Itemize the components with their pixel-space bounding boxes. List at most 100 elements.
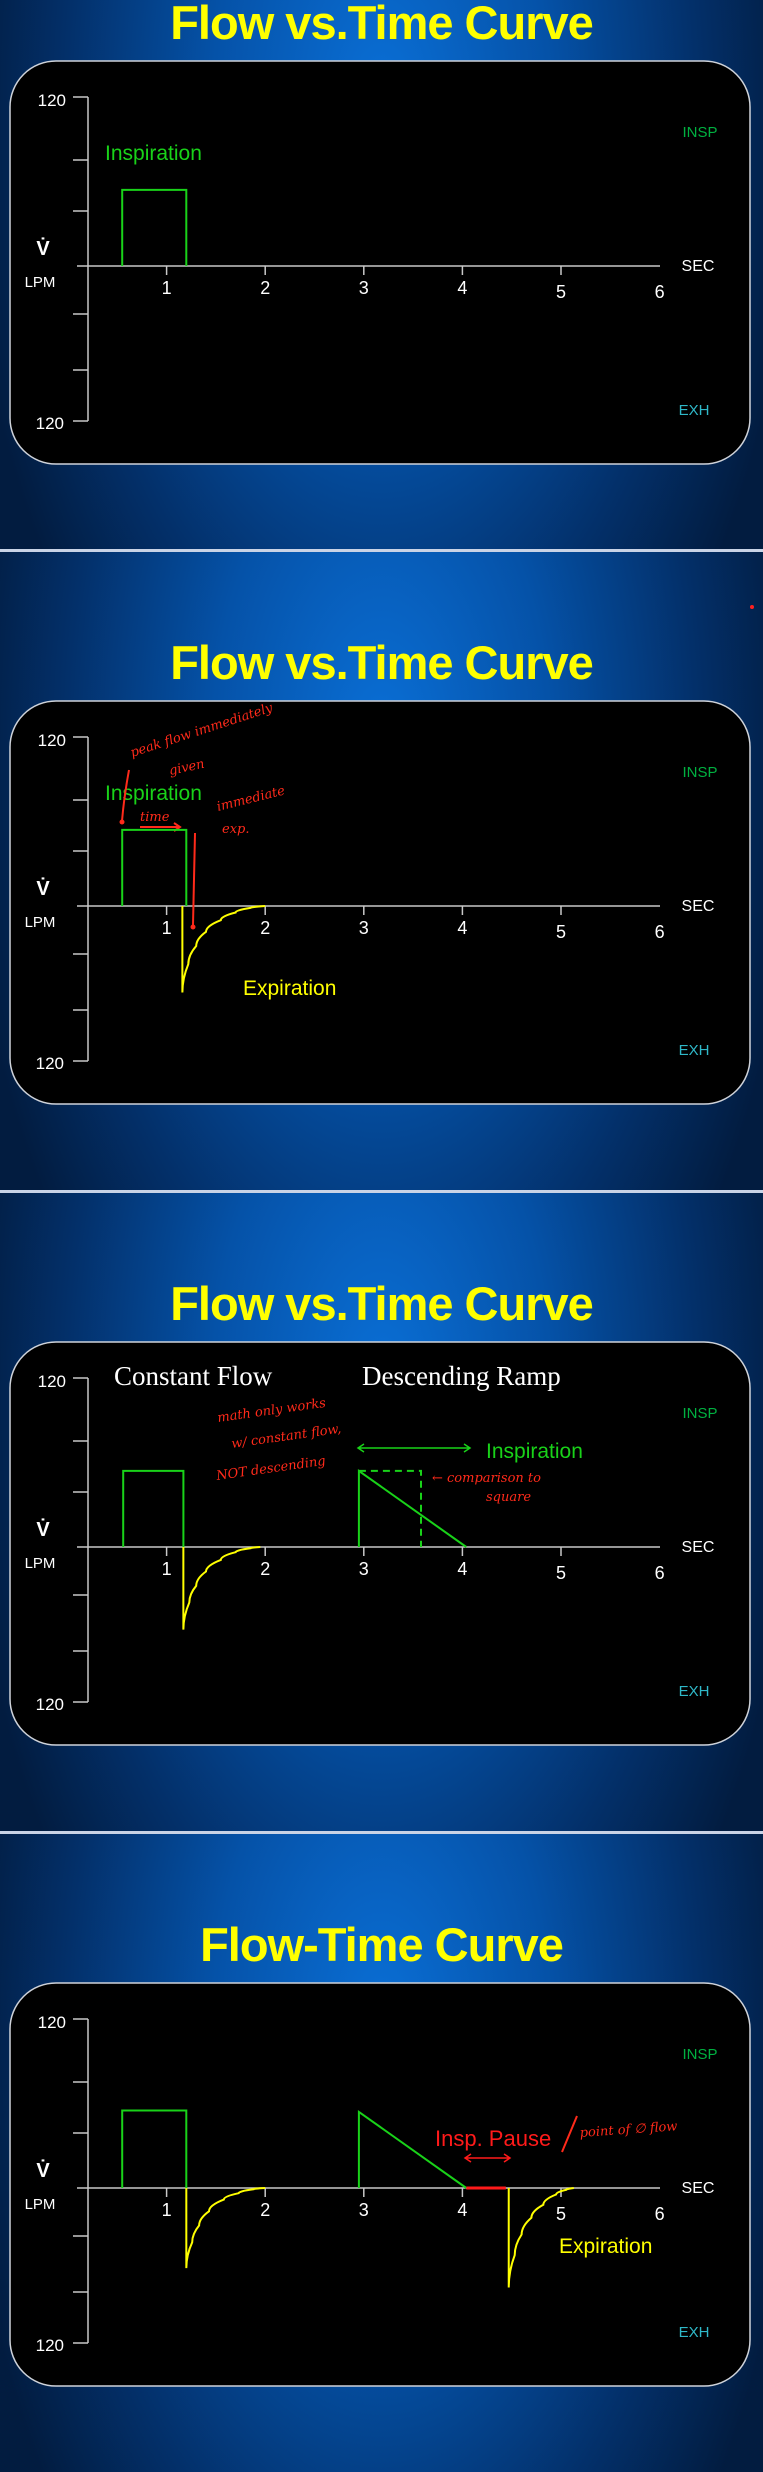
insp-indicator: INSP bbox=[682, 124, 717, 141]
chart-panel bbox=[9, 700, 751, 1105]
y-top-label: 120 bbox=[38, 91, 66, 110]
y-unit-label: LPM bbox=[25, 2196, 56, 2213]
inspiration-label: Inspiration bbox=[105, 782, 202, 805]
slide-title: Flow vs.Time Curve bbox=[170, 1277, 594, 1330]
series-group bbox=[121, 828, 266, 993]
y-axis-symbol: V̇ bbox=[36, 236, 50, 260]
expiration-series-line bbox=[181, 905, 266, 993]
exh-indicator: EXH bbox=[679, 2324, 710, 2341]
inspiration-series-line bbox=[121, 828, 188, 906]
handwritten-note: ← comparison to bbox=[432, 1471, 541, 1486]
x-tick-label: 2 bbox=[260, 2200, 270, 2220]
y-axis-symbol: V̇ bbox=[36, 876, 50, 900]
chart-base: 1 2 3 4 5 6 120 120 V̇ LPM SEC INSP EXH bbox=[9, 60, 751, 465]
y-bottom-label: 120 bbox=[36, 2336, 64, 2355]
chart-base: 1 2 3 4 5 6 120 120 V̇ LPM SEC INSP EXH bbox=[9, 700, 751, 1105]
y-axis-symbol: V̇ bbox=[36, 2158, 50, 2182]
chart-panel bbox=[9, 1982, 751, 2387]
inspiration-dashed-series-line bbox=[358, 1469, 422, 1547]
x-tick-label: 3 bbox=[359, 278, 369, 298]
handwritten-note: time bbox=[140, 810, 170, 825]
y-top-label: 120 bbox=[38, 2013, 66, 2032]
x-tick-label: 4 bbox=[457, 2200, 467, 2220]
x-tick-label: 2 bbox=[260, 1559, 270, 1579]
x-tick-label: 3 bbox=[359, 1559, 369, 1579]
chart-base: 1 2 3 4 5 6 120 120 V̇ LPM SEC INSP EXH bbox=[9, 1982, 751, 2387]
x-tick-label: 4 bbox=[457, 1559, 467, 1579]
series-group bbox=[121, 2109, 574, 2288]
x-tick-label: 3 bbox=[359, 2200, 369, 2220]
expiration-label: Expiration bbox=[559, 2235, 652, 2258]
x-tick-label: 3 bbox=[359, 918, 369, 938]
x-tick-label: 1 bbox=[162, 1559, 172, 1579]
flow-time-chart: 1 2 3 4 5 6 120 120 V̇ LPM SEC INSP EXH Inspiration bbox=[9, 60, 751, 465]
slide-title: Flow vs.Time Curve bbox=[170, 636, 594, 689]
x-tick-label: 6 bbox=[655, 1563, 665, 1583]
constant-flow-label: Constant Flow bbox=[114, 1361, 273, 1391]
inspiration-duration-arrow bbox=[356, 1443, 472, 1453]
pause-duration-arrow bbox=[463, 2153, 512, 2163]
x-tick-label: 1 bbox=[162, 918, 172, 938]
y-top-label: 120 bbox=[38, 1372, 66, 1391]
x-unit-label: SEC bbox=[682, 898, 715, 915]
slide-4: Flow-Time Curve 1 2 3 4 5 6 120 120 V̇ LPM SEC INSP… bbox=[0, 1831, 763, 2472]
slide-2: Flow vs.Time Curve 1 2 3 4 5 6 120 120 V̇ LPM SEC I… bbox=[0, 549, 763, 1190]
x-unit-label: SEC bbox=[682, 1539, 715, 1556]
x-tick-label: 6 bbox=[655, 922, 665, 942]
chart-panel bbox=[9, 1341, 751, 1746]
inspiration-series-line bbox=[357, 2109, 467, 2189]
x-tick-label: 5 bbox=[556, 922, 566, 942]
annotation-line bbox=[192, 832, 196, 926]
chart-panel bbox=[9, 60, 751, 465]
handwritten-annotations: point of ∅ flow bbox=[561, 2115, 678, 2153]
handwritten-note: point of ∅ flow bbox=[579, 2119, 678, 2141]
x-tick-label: 6 bbox=[655, 282, 665, 302]
exh-indicator: EXH bbox=[679, 1042, 710, 1059]
y-top-label: 120 bbox=[38, 731, 66, 750]
exh-indicator: EXH bbox=[679, 402, 710, 419]
x-tick-label: 2 bbox=[260, 918, 270, 938]
expiration-series-line bbox=[185, 2187, 266, 2269]
expiration-label: Expiration bbox=[243, 977, 336, 1000]
y-bottom-label: 120 bbox=[36, 1695, 64, 1714]
x-tick-label: 6 bbox=[655, 2204, 665, 2224]
slide-1: Flow vs.Time Curve 1 2 3 4 5 6 120 120 V̇ LPM SEC I… bbox=[0, 0, 763, 550]
chart-base: 1 2 3 4 5 6 120 120 V̇ LPM SEC INSP EXH bbox=[9, 1341, 751, 1746]
x-unit-label: SEC bbox=[682, 258, 715, 275]
inspiration-label: Inspiration bbox=[105, 142, 202, 165]
x-tick-label: 5 bbox=[556, 1563, 566, 1583]
x-tick-label: 2 bbox=[260, 278, 270, 298]
handwritten-note: given bbox=[168, 757, 206, 779]
x-tick-label: 1 bbox=[162, 2200, 172, 2220]
x-tick-label: 4 bbox=[457, 278, 467, 298]
handwritten-note: exp. bbox=[222, 822, 249, 837]
handwritten-note: square bbox=[486, 1490, 531, 1505]
y-axis-symbol: V̇ bbox=[36, 1517, 50, 1541]
slide-separator bbox=[0, 1190, 763, 1193]
x-tick-label: 5 bbox=[556, 2204, 566, 2224]
annotation-dot bbox=[119, 819, 125, 825]
inspiration-series-line bbox=[121, 188, 188, 266]
y-unit-label: LPM bbox=[25, 274, 56, 291]
annotation-dot bbox=[750, 605, 754, 609]
slide-3: Flow vs.Time Curve 1 2 3 4 5 6 120 120 V̇ LPM SEC I… bbox=[0, 1190, 763, 1831]
annotation-arrow bbox=[121, 769, 130, 822]
insp-pause-label: Insp. Pause bbox=[435, 2126, 551, 2151]
descending-ramp-label: Descending Ramp bbox=[362, 1361, 561, 1391]
y-bottom-label: 120 bbox=[36, 414, 64, 433]
insp-indicator: INSP bbox=[682, 2046, 717, 2063]
expiration-series-line bbox=[182, 1546, 261, 1630]
series-group bbox=[122, 1468, 467, 1630]
x-unit-label: SEC bbox=[682, 2180, 715, 2197]
slide-title: Flow vs.Time Curve bbox=[170, 0, 594, 49]
inspiration-series-line bbox=[121, 2109, 188, 2188]
y-unit-label: LPM bbox=[25, 914, 56, 931]
annotation-slash bbox=[561, 2115, 578, 2153]
x-tick-label: 5 bbox=[556, 282, 566, 302]
annotation-dot bbox=[190, 924, 196, 930]
insp-indicator: INSP bbox=[682, 1405, 717, 1422]
slide-separator bbox=[0, 549, 763, 552]
series-group bbox=[121, 188, 188, 266]
